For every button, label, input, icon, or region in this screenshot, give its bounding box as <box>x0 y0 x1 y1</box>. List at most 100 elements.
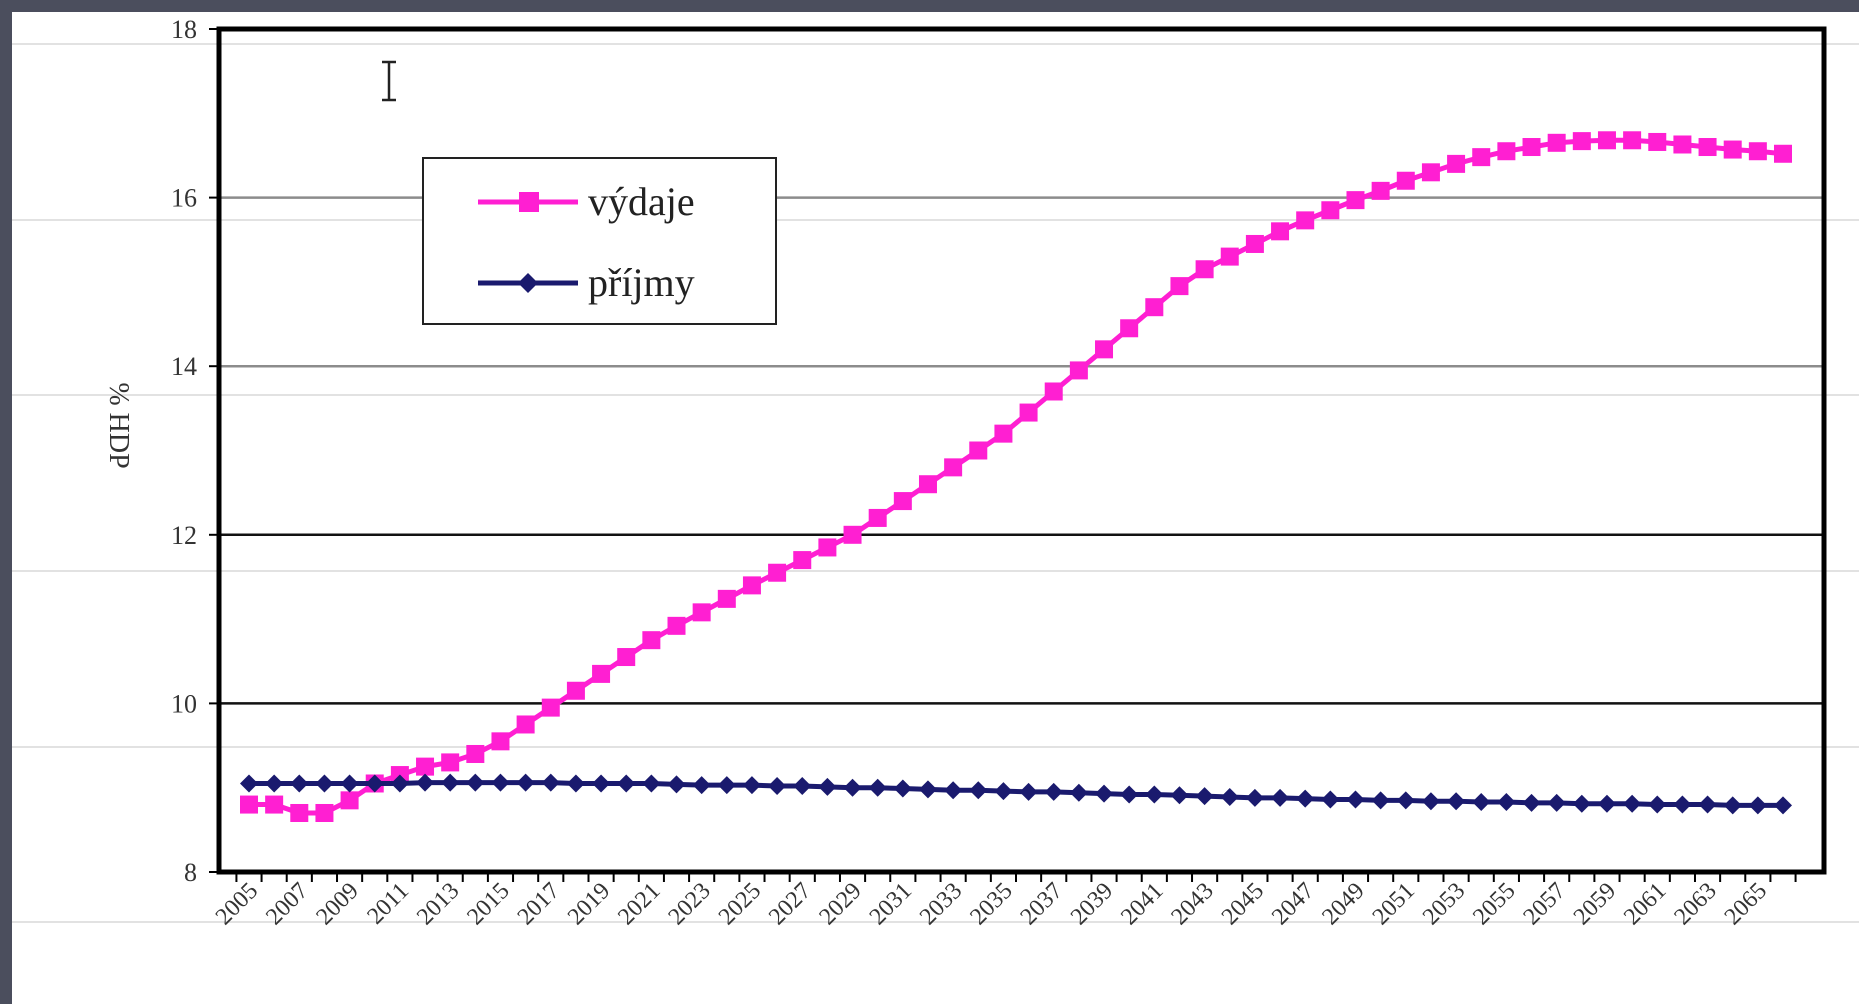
data-point-vydaje-2054 <box>1472 148 1491 167</box>
data-point-vydaje-2029 <box>843 525 862 544</box>
data-point-vydaje-2022 <box>667 616 686 635</box>
data-point-prijmy-2045 <box>1245 788 1264 807</box>
data-point-vydaje-2045 <box>1245 234 1264 253</box>
data-point-prijmy-2027 <box>793 777 812 796</box>
data-point-prijmy-2035 <box>994 782 1013 801</box>
data-point-prijmy-2055 <box>1497 793 1516 812</box>
data-point-vydaje-2044 <box>1220 247 1239 266</box>
data-point-vydaje-2043 <box>1195 260 1214 279</box>
data-point-vydaje-2008 <box>315 803 334 822</box>
data-point-vydaje-2047 <box>1296 211 1315 230</box>
data-point-prijmy-2036 <box>1019 782 1038 801</box>
data-point-prijmy-2057 <box>1547 793 1566 812</box>
legend-marker-vydaje <box>519 192 539 212</box>
data-point-prijmy-2018 <box>566 774 585 793</box>
data-point-vydaje-2062 <box>1673 135 1692 154</box>
data-point-prijmy-2008 <box>315 774 334 793</box>
data-point-prijmy-2061 <box>1648 795 1667 814</box>
data-point-prijmy-2038 <box>1069 783 1088 802</box>
data-point-vydaje-2028 <box>818 538 837 557</box>
data-point-prijmy-2050 <box>1371 791 1390 810</box>
data-point-vydaje-2020 <box>617 648 636 667</box>
series-layer <box>240 131 1792 822</box>
data-point-prijmy-2042 <box>1170 786 1189 805</box>
data-point-vydaje-2012 <box>416 757 435 776</box>
data-point-prijmy-2063 <box>1698 795 1717 814</box>
data-point-vydaje-2061 <box>1648 132 1667 151</box>
data-point-vydaje-2042 <box>1170 277 1189 296</box>
data-point-prijmy-2023 <box>692 776 711 795</box>
data-point-prijmy-2052 <box>1421 792 1440 811</box>
plot-area-frame <box>216 26 1827 875</box>
data-point-vydaje-2038 <box>1069 361 1088 380</box>
data-point-vydaje-2064 <box>1723 140 1742 159</box>
data-point-vydaje-2014 <box>466 744 485 763</box>
data-point-prijmy-2029 <box>843 778 862 797</box>
data-point-prijmy-2017 <box>541 773 560 792</box>
data-point-prijmy-2014 <box>466 773 485 792</box>
data-point-prijmy-2028 <box>818 777 837 796</box>
data-point-vydaje-2015 <box>491 732 510 751</box>
data-point-prijmy-2049 <box>1346 790 1365 809</box>
data-point-vydaje-2035 <box>994 424 1013 443</box>
data-point-vydaje-2053 <box>1447 154 1466 173</box>
y-axis-ticks: 8 10 12 14 16 18 <box>171 15 219 887</box>
data-point-prijmy-2064 <box>1723 796 1742 815</box>
y-tick-label-8: 8 <box>184 858 197 887</box>
data-point-vydaje-2036 <box>1019 403 1038 422</box>
y-tick-label-16: 16 <box>171 184 197 213</box>
data-point-prijmy-2015 <box>491 773 510 792</box>
data-point-prijmy-2010 <box>365 774 384 793</box>
data-point-prijmy-2031 <box>893 779 912 798</box>
legend: výdaje příjmy <box>422 157 777 325</box>
data-point-prijmy-2048 <box>1321 790 1340 809</box>
data-point-prijmy-2060 <box>1623 794 1642 813</box>
data-point-prijmy-2044 <box>1220 787 1239 806</box>
legend-marker-prijmy <box>518 273 538 293</box>
data-point-vydaje-2041 <box>1145 298 1164 317</box>
data-point-prijmy-2066 <box>1774 796 1792 815</box>
y-tick-label-14: 14 <box>171 352 197 381</box>
data-point-prijmy-2058 <box>1572 794 1591 813</box>
data-point-vydaje-2037 <box>1044 382 1063 401</box>
data-point-vydaje-2056 <box>1522 138 1541 157</box>
data-point-vydaje-2005 <box>240 795 258 814</box>
data-point-prijmy-2034 <box>969 781 988 800</box>
data-point-vydaje-2027 <box>793 551 812 570</box>
data-point-prijmy-2056 <box>1522 793 1541 812</box>
legend-label-vydaje: výdaje <box>588 179 695 224</box>
legend-box <box>422 157 777 325</box>
data-point-prijmy-2032 <box>918 780 937 799</box>
data-point-prijmy-2033 <box>944 781 963 800</box>
data-point-vydaje-2063 <box>1698 138 1717 157</box>
y-axis-label: % HDP <box>103 382 134 468</box>
data-point-vydaje-2030 <box>868 508 887 527</box>
data-point-prijmy-2059 <box>1597 794 1616 813</box>
data-point-prijmy-2013 <box>441 773 460 792</box>
data-point-vydaje-2007 <box>290 803 309 822</box>
data-point-vydaje-2033 <box>944 458 963 477</box>
data-point-prijmy-2019 <box>592 774 611 793</box>
data-point-prijmy-2016 <box>516 773 535 792</box>
data-point-prijmy-2037 <box>1044 782 1063 801</box>
data-point-vydaje-2006 <box>265 795 284 814</box>
text-cursor-icon <box>382 60 396 102</box>
legend-label-prijmy: příjmy <box>588 260 695 305</box>
data-point-prijmy-2047 <box>1296 789 1315 808</box>
data-point-vydaje-2024 <box>717 589 736 608</box>
data-point-prijmy-2039 <box>1095 784 1114 803</box>
data-point-vydaje-2016 <box>516 715 535 734</box>
data-point-prijmy-2065 <box>1748 796 1767 815</box>
horizontal-gridlines <box>12 43 1859 923</box>
series-vydaje <box>240 131 1792 822</box>
data-point-vydaje-2039 <box>1095 340 1114 359</box>
data-point-prijmy-2022 <box>667 775 686 794</box>
data-point-prijmy-2024 <box>717 776 736 795</box>
data-point-prijmy-2043 <box>1195 787 1214 806</box>
y-tick-label-10: 10 <box>171 689 197 718</box>
data-point-prijmy-2051 <box>1396 791 1415 810</box>
data-point-vydaje-2021 <box>642 631 661 650</box>
data-point-vydaje-2019 <box>592 664 611 683</box>
data-point-vydaje-2026 <box>768 563 787 582</box>
